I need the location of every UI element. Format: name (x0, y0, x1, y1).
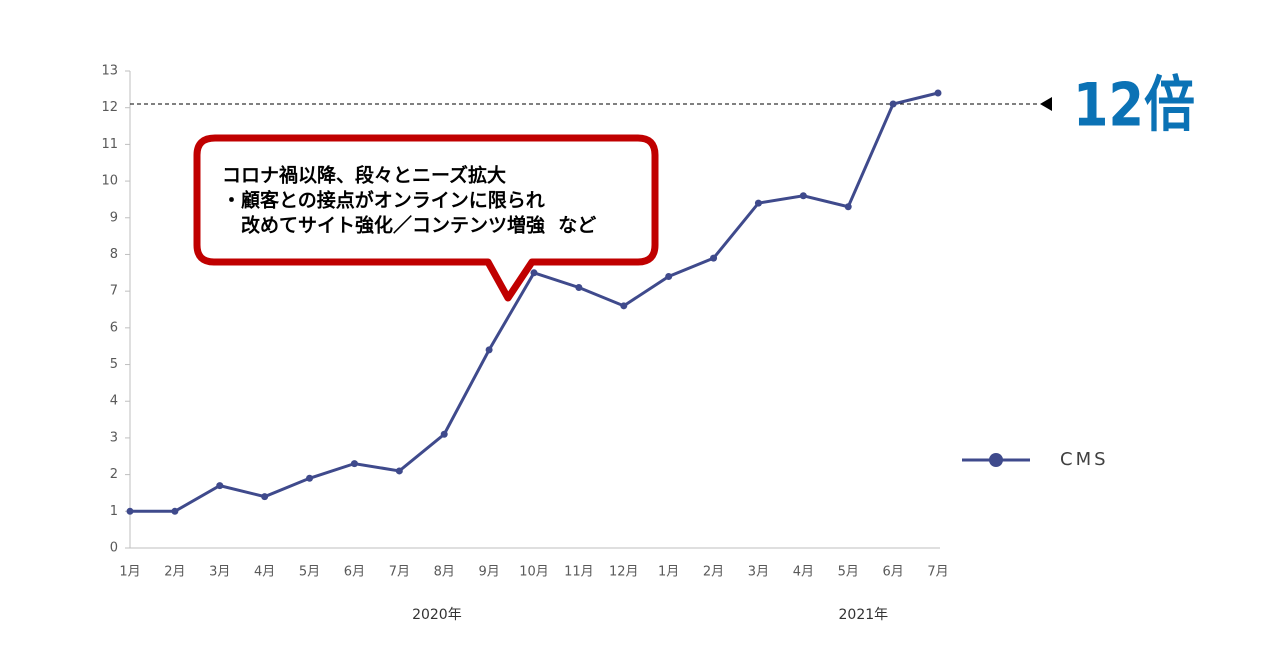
callout-box (193, 134, 659, 302)
x-tick-label: 10月 (519, 565, 549, 580)
x-tick-label: 5月 (299, 565, 320, 580)
point (665, 272, 673, 280)
x-tick-label: 4月 (254, 565, 275, 580)
y-tick-label: 9 (110, 210, 118, 225)
point (710, 254, 718, 262)
y-tick-label: 2 (110, 467, 118, 482)
x-tick-label: 1月 (119, 565, 140, 580)
point (126, 507, 134, 515)
reference-arrow (1040, 97, 1052, 112)
point (530, 269, 538, 277)
x-tick-label: 6月 (882, 565, 903, 580)
point (395, 467, 403, 475)
x-tick-label: 8月 (434, 565, 455, 580)
x-tick-label: 7月 (389, 565, 410, 580)
point (216, 482, 224, 490)
point (261, 493, 269, 501)
point (350, 460, 358, 468)
x-tick-label: 1月 (658, 565, 679, 580)
reference-label: 12倍 (1073, 70, 1195, 140)
x-group-label: 2021年 (839, 607, 889, 623)
point (889, 100, 897, 108)
legend-marker (989, 453, 1003, 467)
x-tick-label: 6月 (344, 565, 365, 580)
y-tick-label: 8 (110, 247, 118, 262)
y-tick-label: 3 (110, 430, 118, 445)
point (171, 507, 179, 515)
x-tick-label: 3月 (209, 565, 230, 580)
x-tick-label: 4月 (793, 565, 814, 580)
y-tick-label: 0 (110, 541, 118, 556)
point (844, 203, 852, 211)
point (306, 474, 314, 482)
callout-text: 改めてサイト強化／コンテンツ増強 など (222, 214, 596, 237)
legend-label: CMS (1060, 449, 1109, 470)
x-group-label: 2020年 (412, 607, 462, 623)
point (575, 283, 583, 291)
x-tick-label: 12月 (609, 565, 639, 580)
y-tick-label: 1 (110, 504, 118, 519)
y-tick-label: 6 (110, 320, 118, 335)
x-tick-label: 7月 (927, 565, 948, 580)
point (799, 192, 807, 200)
x-tick-label: 2月 (703, 565, 724, 580)
y-tick-label: 5 (110, 357, 118, 372)
y-tick-label: 13 (101, 64, 118, 79)
y-tick-label: 12 (101, 100, 118, 115)
y-tick-label: 7 (110, 284, 118, 299)
x-tick-label: 9月 (478, 565, 499, 580)
y-tick-label: 10 (101, 174, 118, 189)
point (485, 346, 493, 354)
point (934, 89, 942, 97)
x-tick-label: 5月 (838, 565, 859, 580)
callout-text: コロナ禍以降、段々とニーズ拡大 (222, 164, 506, 187)
y-tick-label: 11 (101, 137, 118, 152)
x-tick-label: 3月 (748, 565, 769, 580)
callout-text: ・顧客との接点がオンラインに限られ (222, 189, 545, 212)
point (754, 199, 762, 207)
x-tick-label: 11月 (564, 565, 594, 580)
point (440, 430, 448, 438)
x-tick-label: 2月 (164, 565, 185, 580)
point (620, 302, 628, 310)
y-tick-label: 4 (110, 394, 118, 409)
